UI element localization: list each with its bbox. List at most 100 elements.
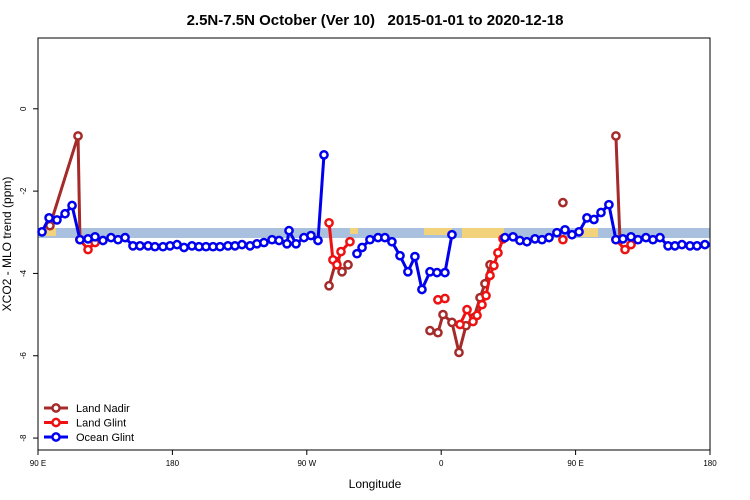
point: [655, 232, 665, 243]
point: [52, 215, 62, 225]
point: [365, 234, 375, 245]
point: [626, 239, 636, 250]
plot-frame: [37, 37, 711, 451]
point: [410, 251, 420, 262]
point: [700, 239, 710, 250]
point: [83, 244, 93, 255]
point: [67, 200, 77, 211]
point: [425, 325, 435, 336]
point: [37, 227, 47, 237]
point: [477, 299, 487, 310]
legend-marker: [51, 417, 61, 428]
point: [75, 234, 85, 245]
legend-label: Ocean Glint: [76, 432, 134, 444]
point: [677, 239, 687, 250]
point: [259, 237, 269, 248]
point: [319, 150, 329, 160]
point: [692, 241, 702, 251]
point: [462, 304, 472, 315]
ocean-strip: [38, 228, 710, 238]
point: [558, 197, 568, 208]
point: [544, 232, 554, 243]
point: [274, 235, 284, 246]
point: [284, 225, 294, 236]
point: [618, 234, 628, 244]
point: [433, 327, 443, 338]
point: [135, 241, 145, 251]
point: [120, 232, 130, 243]
point: [472, 310, 482, 321]
point: [454, 347, 464, 358]
point: [352, 248, 362, 259]
point: [150, 241, 160, 252]
point: [560, 224, 570, 235]
chart-title: 2.5N-7.5N October (Ver 10) 2015-01-01 to…: [187, 12, 564, 29]
point: [440, 267, 450, 278]
point: [493, 247, 503, 258]
point: [481, 290, 491, 301]
y-tick-label: -8: [19, 434, 28, 442]
x-tick-label: 90 W: [297, 459, 316, 468]
point: [337, 266, 347, 277]
point: [90, 231, 100, 242]
point: [558, 234, 568, 245]
point: [60, 208, 70, 219]
point: [237, 239, 247, 250]
point: [574, 227, 584, 237]
point: [417, 284, 427, 295]
land-ocean-strip: [38, 228, 710, 238]
point: [324, 217, 334, 228]
point: [447, 229, 457, 240]
point: [387, 236, 397, 247]
point: [291, 238, 301, 249]
land-patch: [462, 228, 504, 238]
point: [73, 131, 83, 141]
point: [508, 231, 518, 242]
land-patch: [580, 228, 598, 237]
land-patch: [350, 228, 358, 234]
legend-marker: [51, 403, 61, 413]
point: [522, 236, 532, 247]
x-tick-label: 90 E: [30, 459, 46, 468]
point: [455, 319, 465, 330]
x-tick-label: 0: [439, 459, 444, 468]
point: [343, 259, 353, 270]
point: [345, 236, 355, 247]
land-patch: [46, 228, 56, 236]
y-tick-label: -6: [19, 352, 28, 360]
point: [611, 131, 621, 141]
series-line: [40, 154, 706, 295]
point: [620, 244, 630, 255]
point: [44, 213, 54, 223]
point: [357, 242, 367, 253]
y-tick-label: -4: [19, 269, 28, 277]
point: [489, 260, 499, 271]
point: [313, 235, 323, 246]
point: [215, 241, 225, 252]
point: [552, 227, 562, 238]
point: [336, 246, 346, 257]
y-tick-label: 0: [19, 106, 28, 111]
land-patch: [424, 228, 452, 235]
point: [282, 238, 292, 249]
y-tick-label: -2: [19, 187, 28, 195]
x-axis-label: Longitude: [349, 477, 402, 491]
legend-marker: [51, 432, 61, 442]
point: [440, 293, 450, 304]
point: [432, 267, 442, 278]
point: [485, 270, 495, 281]
point: [98, 235, 108, 246]
x-tick-label: 90 E: [567, 459, 583, 468]
point: [500, 232, 510, 243]
point: [380, 232, 390, 243]
point: [596, 207, 606, 218]
x-tick-label: 180: [166, 459, 180, 468]
legend-label: Land Nadir: [76, 403, 130, 415]
point: [306, 230, 316, 241]
x-tick-label: 180: [703, 459, 717, 468]
point: [179, 242, 189, 253]
point: [438, 309, 448, 320]
y-axis-label: XCO2 - MLO trend (ppm): [0, 177, 14, 312]
point: [604, 199, 614, 210]
